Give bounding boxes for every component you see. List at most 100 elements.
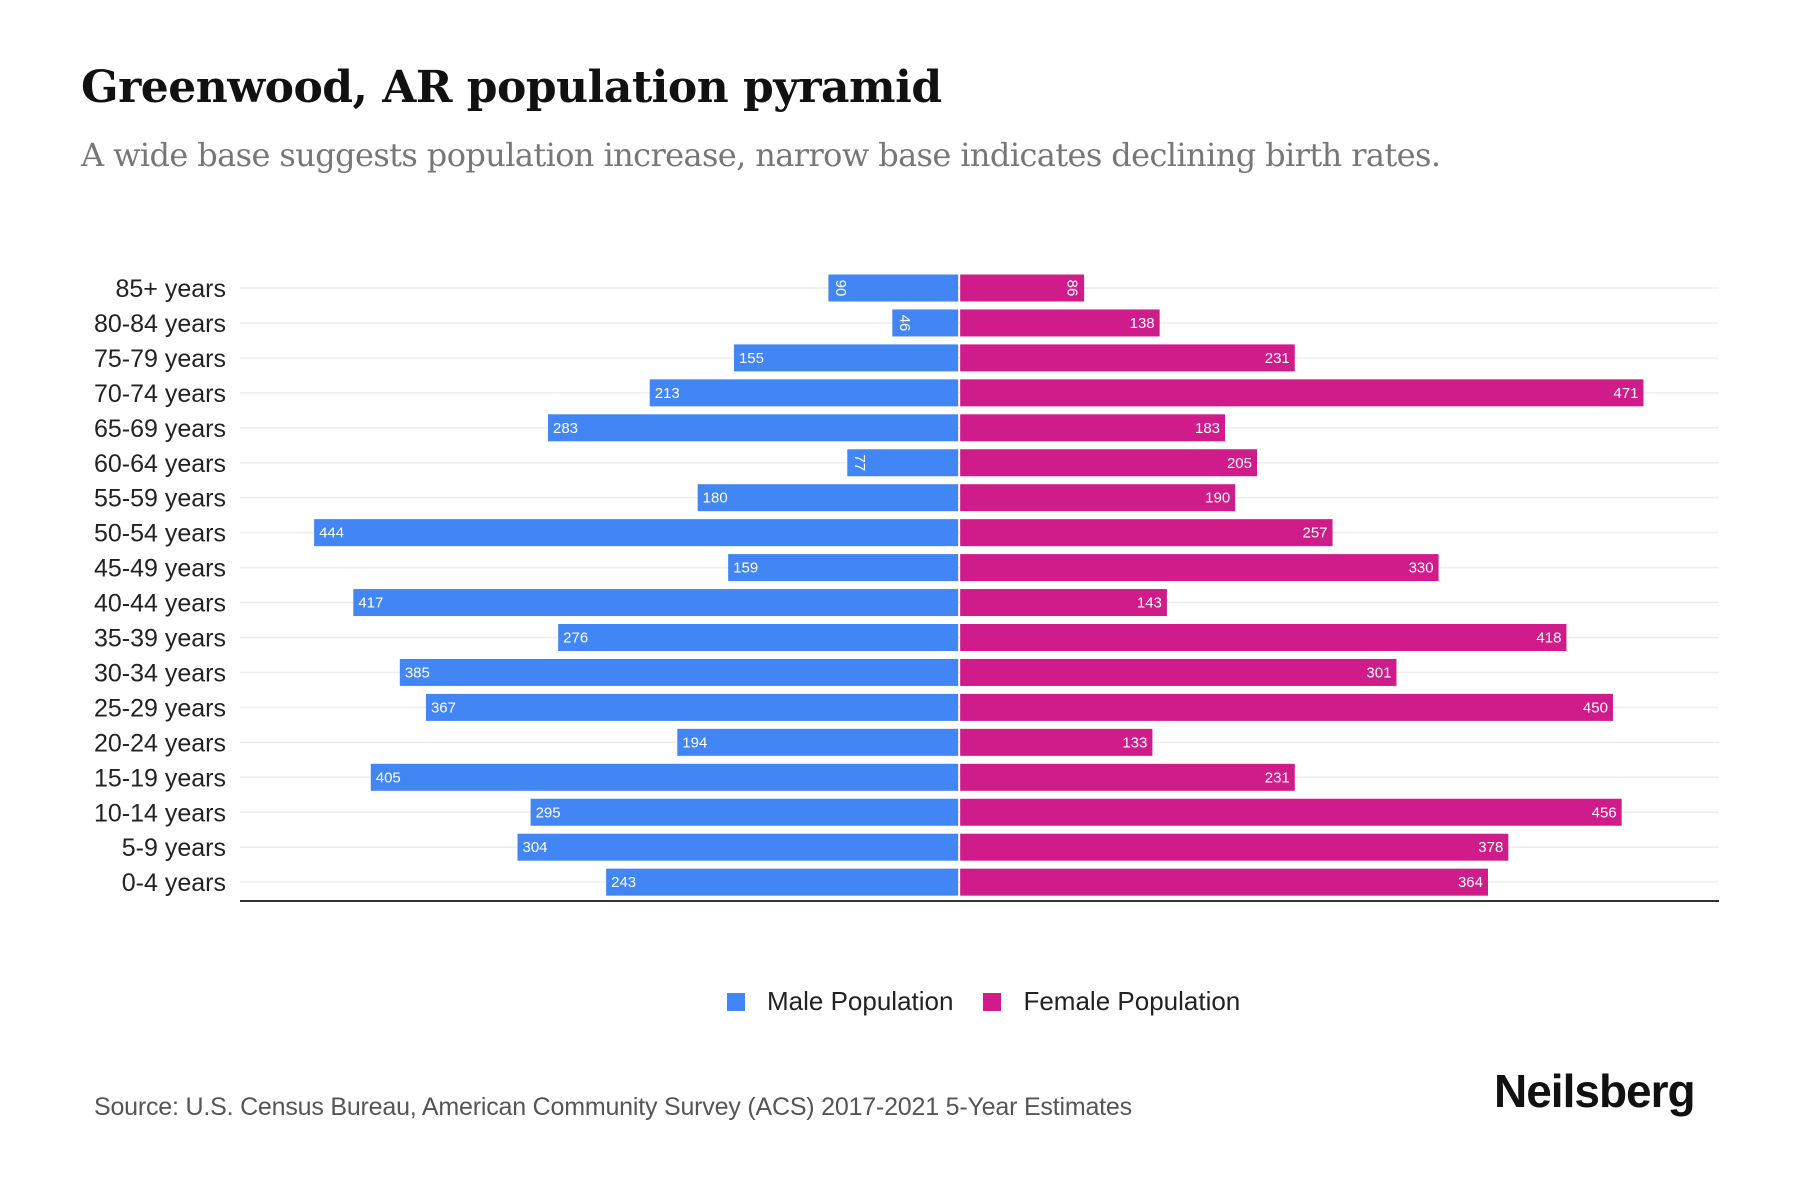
- bar-female[interactable]: [960, 658, 1397, 686]
- value-label-male: 304: [522, 839, 547, 856]
- bar-female[interactable]: [960, 833, 1509, 861]
- bar-male[interactable]: [728, 554, 959, 582]
- bar-female[interactable]: [960, 589, 1167, 617]
- category-label: 55-59 years: [94, 485, 226, 513]
- bar-male[interactable]: [697, 484, 959, 512]
- bar-male[interactable]: [733, 344, 959, 372]
- value-label-female: 231: [1265, 350, 1290, 367]
- bar-male[interactable]: [425, 693, 959, 721]
- value-label-male: 405: [376, 769, 401, 786]
- bar-male[interactable]: [370, 763, 959, 791]
- chart-subtitle: A wide base suggests population increase…: [81, 136, 1441, 174]
- legend-item-male[interactable]: Male Population: [727, 986, 953, 1017]
- value-label-male: 180: [703, 490, 728, 507]
- bar-female[interactable]: [960, 309, 1160, 337]
- bar-female[interactable]: [960, 554, 1439, 582]
- category-label: 30-34 years: [94, 659, 226, 687]
- bar-male[interactable]: [847, 449, 959, 477]
- value-label-male: 194: [682, 734, 707, 751]
- bar-female[interactable]: [960, 379, 1644, 407]
- category-labels: 85+ years 80-84 years 75-79 years 70-74 yea…: [94, 275, 226, 897]
- value-label-female: 86: [1064, 280, 1081, 297]
- legend: Male Population Female Population: [727, 986, 1270, 1017]
- value-label-male: 417: [358, 595, 383, 612]
- bar-female[interactable]: [960, 868, 1488, 896]
- category-label: 0-4 years: [122, 869, 226, 897]
- bar-female[interactable]: [960, 344, 1295, 372]
- bars: [314, 274, 1644, 896]
- category-label: 10-14 years: [94, 799, 226, 827]
- bar-male[interactable]: [649, 379, 959, 407]
- value-label-male: 295: [536, 804, 561, 821]
- category-label: 5-9 years: [122, 834, 226, 862]
- bar-female[interactable]: [960, 624, 1567, 651]
- value-label-female: 301: [1366, 664, 1391, 681]
- value-label-female: 133: [1122, 734, 1147, 751]
- category-label: 50-54 years: [94, 520, 226, 548]
- value-label-female: 143: [1137, 595, 1162, 612]
- category-label: 70-74 years: [94, 380, 226, 408]
- bar-male[interactable]: [677, 728, 959, 756]
- category-label: 60-64 years: [94, 450, 226, 478]
- value-label-female: 378: [1478, 839, 1503, 856]
- category-label: 35-39 years: [94, 625, 226, 653]
- value-label-male: 159: [733, 560, 758, 577]
- bar-female[interactable]: [960, 798, 1622, 826]
- bar-male[interactable]: [892, 309, 959, 337]
- value-label-female: 456: [1592, 804, 1617, 821]
- value-label-female: 418: [1536, 630, 1561, 647]
- legend-label-female: Female Population: [1023, 986, 1241, 1016]
- bar-male[interactable]: [548, 414, 959, 442]
- value-label-female: 257: [1303, 525, 1328, 542]
- population-pyramid-chart: 85+ years 80-84 years 75-79 years 70-74 yea…: [94, 274, 1719, 902]
- brand-logo: Neilsberg: [1494, 1065, 1696, 1117]
- value-label-female: 364: [1458, 874, 1483, 891]
- bar-female[interactable]: [960, 414, 1226, 442]
- value-labels: 90 86 46 138 155 231 213 471 283 183 77 205 180 190 44…: [319, 280, 1638, 891]
- bar-male[interactable]: [606, 868, 959, 896]
- category-label: 25-29 years: [94, 694, 226, 722]
- value-label-male: 213: [655, 385, 680, 402]
- value-label-male: 276: [563, 630, 588, 647]
- bar-male[interactable]: [530, 798, 959, 826]
- category-label: 45-49 years: [94, 555, 226, 583]
- bar-female[interactable]: [960, 519, 1333, 547]
- bar-male[interactable]: [353, 589, 959, 617]
- bar-male[interactable]: [558, 624, 959, 651]
- bar-male[interactable]: [314, 519, 959, 547]
- bar-male[interactable]: [828, 274, 959, 302]
- value-label-female: 471: [1613, 385, 1638, 402]
- bar-female[interactable]: [960, 274, 1085, 302]
- value-label-male: 283: [553, 420, 578, 437]
- bar-male[interactable]: [399, 658, 959, 686]
- gridlines: [240, 287, 1719, 883]
- bar-female[interactable]: [960, 728, 1153, 756]
- value-label-female: 231: [1265, 769, 1290, 786]
- category-label: 15-19 years: [94, 764, 226, 792]
- value-label-male: 444: [319, 525, 344, 542]
- category-label: 80-84 years: [94, 310, 226, 338]
- bar-female[interactable]: [960, 449, 1257, 477]
- bar-female[interactable]: [960, 693, 1613, 721]
- source-note: Source: U.S. Census Bureau, American Com…: [94, 1093, 1132, 1121]
- value-label-male: 46: [896, 315, 913, 332]
- value-label-female: 330: [1409, 560, 1434, 577]
- category-label: 65-69 years: [94, 415, 226, 443]
- value-label-male: 385: [405, 664, 430, 681]
- value-label-male: 77: [851, 454, 868, 471]
- bar-female[interactable]: [960, 763, 1295, 791]
- category-label: 85+ years: [116, 275, 227, 303]
- bar-female[interactable]: [960, 484, 1236, 512]
- legend-item-female[interactable]: Female Population: [983, 986, 1240, 1017]
- value-label-female: 183: [1195, 420, 1220, 437]
- bar-male[interactable]: [517, 833, 959, 861]
- value-label-female: 205: [1227, 455, 1252, 472]
- value-label-male: 243: [611, 874, 636, 891]
- value-label-female: 138: [1130, 315, 1155, 332]
- category-label: 75-79 years: [94, 345, 226, 373]
- category-label: 20-24 years: [94, 729, 226, 757]
- value-label-male: 155: [739, 350, 764, 367]
- value-label-female: 190: [1205, 490, 1230, 507]
- value-label-male: 90: [832, 280, 849, 297]
- legend-label-male: Male Population: [767, 986, 954, 1016]
